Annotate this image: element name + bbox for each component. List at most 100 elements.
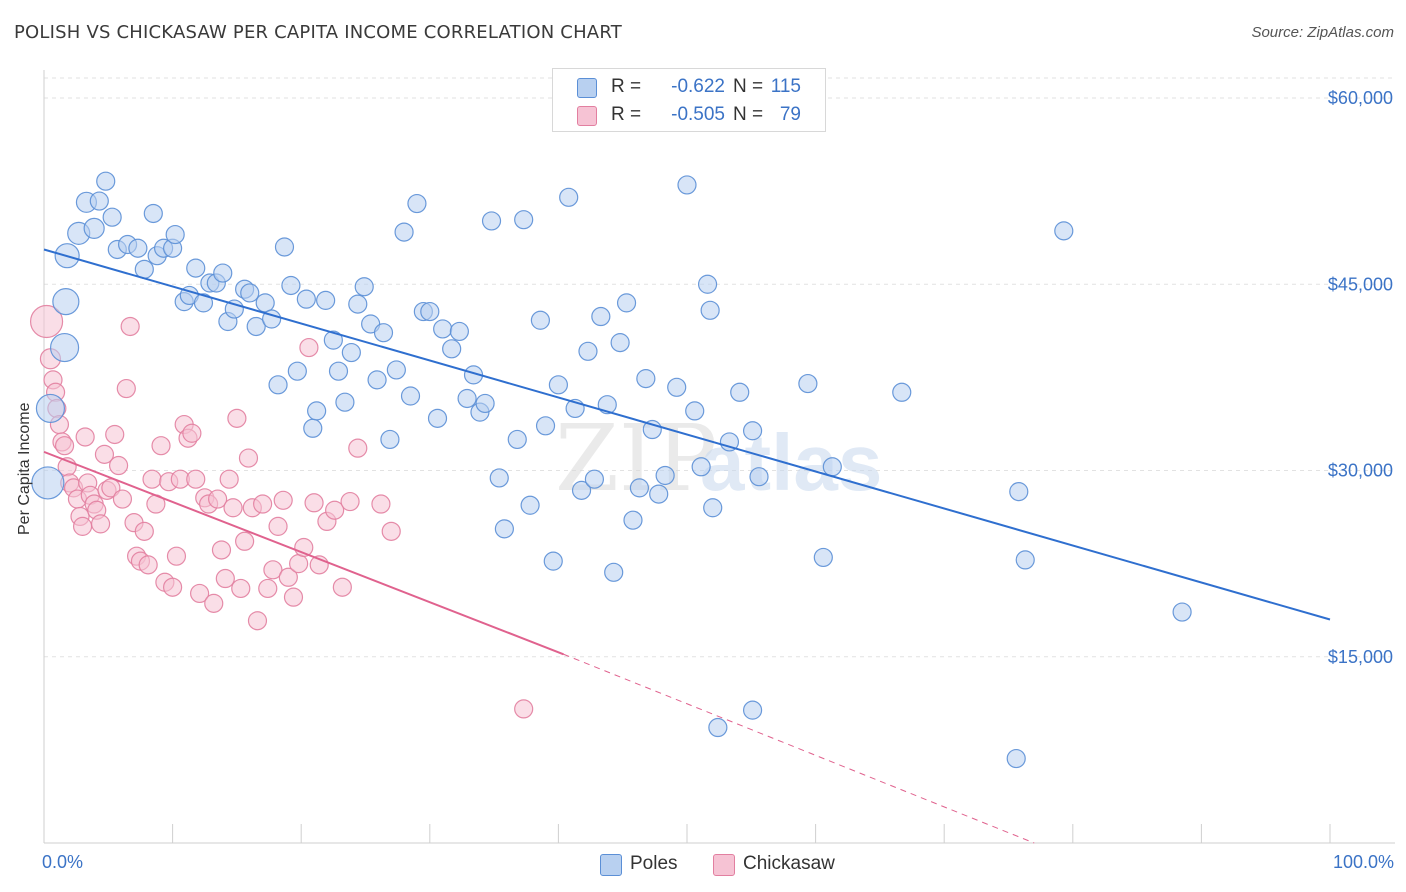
poles-point <box>742 700 763 720</box>
chickasaw-point <box>190 583 210 604</box>
chickasaw-series <box>29 304 534 719</box>
chickasaw-swatch <box>713 854 735 876</box>
chickasaw-point <box>134 521 154 541</box>
poles-point <box>494 519 514 539</box>
poles-point <box>442 339 462 359</box>
chickasaw-point <box>371 494 391 514</box>
poles-point <box>667 377 687 397</box>
poles-point <box>730 382 750 402</box>
poles-point <box>475 393 495 414</box>
poles-point <box>341 342 361 363</box>
y-tick-label: $45,000 <box>1328 274 1393 294</box>
poles-point <box>35 393 66 424</box>
poles-point <box>96 171 116 191</box>
chickasaw-point <box>253 494 273 514</box>
chickasaw-point <box>75 427 95 447</box>
r-label: R = <box>611 76 642 97</box>
chickasaw-point <box>142 469 162 489</box>
chickasaw-point <box>289 554 309 574</box>
poles-point <box>407 193 427 214</box>
poles-point <box>597 395 617 415</box>
poles-point <box>1009 482 1029 502</box>
y-tick-label: $15,000 <box>1328 647 1393 667</box>
poles-point <box>186 258 206 278</box>
poles-point <box>193 293 214 313</box>
poles-point <box>616 293 637 313</box>
poles-point <box>380 429 400 450</box>
chickasaw-point <box>138 555 158 575</box>
legend-row-poles: R = -0.622 N = 115 <box>553 73 825 101</box>
chickasaw-point <box>29 304 64 339</box>
poles-point <box>354 277 374 297</box>
poles-point <box>89 191 109 211</box>
chickasaw-point <box>211 540 232 560</box>
poles-point <box>31 466 65 500</box>
chickasaw-point <box>340 491 360 512</box>
watermark-atlas: atlas <box>700 418 882 507</box>
poles-point <box>543 551 563 571</box>
x-axis-min-label: 0.0% <box>42 852 84 872</box>
poles-point <box>274 237 295 257</box>
poles-point <box>386 360 406 380</box>
chickasaw-point <box>208 489 228 509</box>
poles-point <box>813 547 833 568</box>
poles-point <box>481 211 502 231</box>
poles-point <box>636 369 656 389</box>
y-tick-label: $60,000 <box>1328 88 1393 108</box>
chickasaw-point <box>278 567 298 587</box>
trend-lines <box>43 248 1331 844</box>
poles-point <box>604 562 624 582</box>
chickasaw-trend-line <box>43 450 564 656</box>
chickasaw-point <box>263 560 283 580</box>
chickasaw-point <box>273 490 293 510</box>
chickasaw-point <box>219 469 239 489</box>
chickasaw-point <box>332 577 352 597</box>
poles-swatch <box>577 78 597 98</box>
poles-point <box>420 301 440 322</box>
legend-label-poles: Poles <box>630 853 678 874</box>
poles-point <box>507 429 527 450</box>
chickasaw-point <box>247 611 268 631</box>
chickasaw-point <box>231 578 251 599</box>
chickasaw-point <box>166 546 187 566</box>
source-label: Source: ZipAtlas.com <box>1251 24 1394 41</box>
poles-point <box>691 457 711 477</box>
poles-point <box>143 203 163 224</box>
poles-point <box>457 388 477 409</box>
poles-point <box>52 288 80 316</box>
chickasaw-point <box>108 455 129 476</box>
chickasaw-point <box>227 408 247 428</box>
chickasaw-point <box>268 516 288 536</box>
chart-title: POLISH VS CHICKASAW PER CAPITA INCOME CO… <box>14 22 622 43</box>
n-value: 115 <box>770 76 801 97</box>
poles-point <box>649 484 669 504</box>
chickasaw-point <box>514 699 534 719</box>
r-value: -0.622 <box>671 76 725 97</box>
poles-point <box>697 274 718 294</box>
poles-point <box>83 217 105 239</box>
poles-point <box>489 468 509 488</box>
poles-point <box>1015 550 1035 570</box>
y-tick-labels: $15,000 $30,000 $45,000 $60,000 <box>1328 88 1393 667</box>
poles-point <box>677 175 697 195</box>
poles-point <box>165 224 185 245</box>
chickasaw-point <box>116 378 136 399</box>
y-tick-label: $30,000 <box>1328 461 1393 481</box>
gridlines <box>44 77 1395 658</box>
poles-point <box>296 289 316 309</box>
poles-point <box>578 341 598 361</box>
poles-point <box>700 300 720 320</box>
chickasaw-point <box>223 498 243 518</box>
chickasaw-point <box>90 514 111 534</box>
legend-label-chickasaw: Chickasaw <box>743 853 835 874</box>
legend-row-chickasaw: R = -0.505 N = 79 <box>553 101 825 129</box>
x-axis-max-label: 100.0% <box>1332 852 1394 872</box>
chickasaw-swatch <box>577 106 597 126</box>
poles-point <box>530 310 550 330</box>
chickasaw-point <box>283 587 304 607</box>
poles-point <box>433 319 453 339</box>
y-axis-label: Per Capita Income <box>16 402 33 535</box>
chickasaw-point <box>325 500 345 520</box>
chickasaw-point <box>258 578 278 599</box>
